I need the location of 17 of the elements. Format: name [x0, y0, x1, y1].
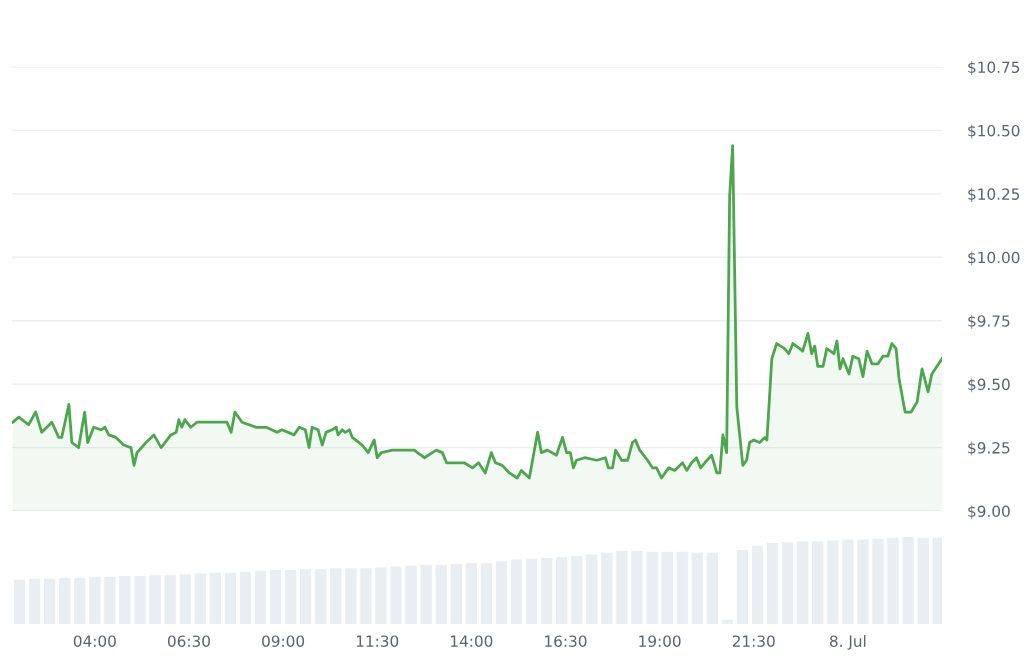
x-tick-label: 8. Jul — [829, 635, 866, 650]
x-tick-label: 14:00 — [451, 635, 493, 647]
y-tick-label: $9.00 — [968, 505, 1010, 520]
y-tick-label: $9.75 — [968, 314, 1010, 329]
x-tick-label: 09:00 — [262, 635, 305, 647]
x-tick-label: 06:30 — [167, 635, 210, 647]
x-tick-label: 04:00 — [73, 635, 116, 647]
y-tick-label: $10.00 — [968, 251, 1020, 266]
x-tick-label: 11:30 — [356, 635, 399, 647]
x-tick-label: 21:30 — [732, 635, 775, 647]
y-tick-label: $10.25 — [968, 188, 1020, 202]
y-tick-label: $10.75 — [968, 61, 1020, 76]
x-tick-label: 19:00 — [639, 635, 681, 647]
y-tick-label: $9.50 — [968, 378, 1010, 393]
y-tick-label: $10.50 — [968, 124, 1020, 139]
y-tick-label: $9.25 — [968, 441, 1010, 456]
x-tick-label: 16:30 — [545, 635, 587, 647]
